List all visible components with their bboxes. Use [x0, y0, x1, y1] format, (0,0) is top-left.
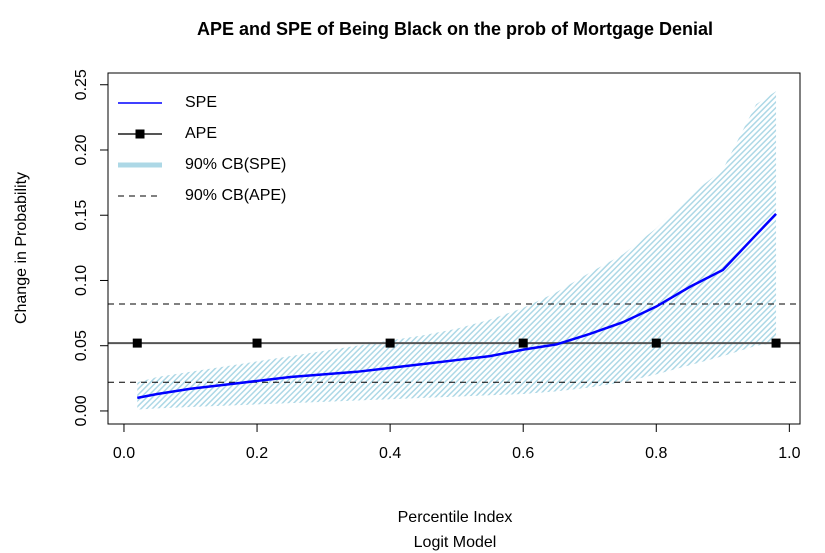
ape-marker: [651, 338, 661, 348]
legend-label: APE: [185, 125, 217, 142]
spe-line: [137, 213, 777, 400]
x-tick-label: 0.0: [113, 445, 135, 462]
y-axis-label: Change in Probability: [13, 172, 30, 324]
plot-frame: [107, 72, 801, 425]
ape-marker: [771, 338, 781, 348]
confidence-band: [137, 91, 777, 410]
x-tick-label: 1.0: [778, 445, 800, 462]
legend-label: 90% CB(SPE): [185, 156, 286, 173]
x-axis-label: Percentile Index: [398, 509, 513, 526]
y-tick-label: 0.10: [73, 265, 90, 296]
y-tick-label: 0.15: [73, 200, 90, 231]
ape-marker: [252, 338, 262, 348]
chart-title: APE and SPE of Being Black on the prob o…: [197, 19, 713, 39]
y-tick-label: 0.00: [73, 395, 90, 426]
x-tick-label: 0.2: [246, 445, 268, 462]
legend-label: 90% CB(APE): [185, 187, 286, 204]
x-tick-label: 0.4: [379, 445, 401, 462]
ape-marker: [518, 338, 528, 348]
legend-swatch: [135, 129, 145, 139]
x-tick-label: 0.8: [645, 445, 667, 462]
ape-marker: [132, 338, 142, 348]
x-tick-label: 0.6: [512, 445, 534, 462]
subtitle: Logit Model: [414, 534, 497, 551]
y-tick-label: 0.05: [73, 330, 90, 361]
ape-marker: [385, 338, 395, 348]
y-tick-label: 0.20: [73, 134, 90, 165]
y-tick-label: 0.25: [73, 69, 90, 100]
legend-label: SPE: [185, 94, 217, 111]
